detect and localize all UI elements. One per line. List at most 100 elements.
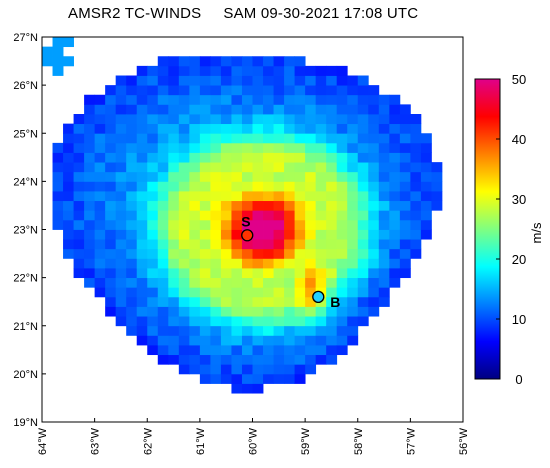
- wind-cell: [52, 171, 64, 182]
- wind-cell: [284, 191, 296, 202]
- wind-cell: [294, 287, 306, 298]
- wind-cell: [263, 373, 274, 384]
- wind-cell: [178, 335, 190, 346]
- wind-cell: [157, 354, 169, 365]
- wind-cell: [305, 306, 317, 317]
- wind-cell: [136, 152, 148, 163]
- wind-cell: [136, 75, 148, 86]
- wind-cell: [252, 65, 264, 76]
- wind-cell: [73, 133, 85, 144]
- wind-cell: [189, 56, 201, 67]
- wind-cell: [84, 268, 96, 279]
- wind-cell: [168, 316, 180, 327]
- wind-cell: [220, 142, 232, 153]
- wind-cell: [178, 345, 190, 356]
- wind-cell: [231, 354, 243, 365]
- wind-cell: [126, 94, 138, 105]
- wind-cell: [220, 325, 232, 336]
- wind-cell: [63, 248, 74, 259]
- wind-cell: [105, 94, 117, 105]
- wind-cell: [336, 200, 348, 211]
- wind-cell: [420, 171, 432, 182]
- wind-cell: [231, 239, 243, 250]
- wind-cell: [210, 114, 222, 125]
- wind-cell: [420, 200, 432, 211]
- wind-cell: [241, 219, 253, 230]
- wind-cell: [284, 306, 296, 317]
- wind-cell: [220, 162, 232, 173]
- wind-cell: [378, 152, 390, 163]
- wind-cell: [157, 94, 169, 105]
- wind-cell: [252, 142, 264, 153]
- wind-cell: [305, 258, 317, 269]
- wind-cell: [231, 171, 243, 182]
- wind-cell: [252, 354, 264, 365]
- wind-cell: [252, 85, 264, 96]
- wind-cell: [368, 133, 380, 144]
- lat-label: 27°N: [13, 32, 38, 44]
- colorbar-tick-label: 20: [512, 252, 526, 267]
- wind-cell: [94, 94, 106, 105]
- wind-cell: [357, 296, 369, 307]
- wind-cell: [147, 210, 159, 221]
- wind-cell: [336, 114, 348, 125]
- wind-cell: [115, 248, 127, 259]
- wind-cell: [252, 181, 264, 192]
- wind-cell: [105, 219, 117, 230]
- wind-cell: [315, 152, 327, 163]
- wind-cell: [147, 85, 159, 96]
- wind-cell: [263, 306, 274, 317]
- wind-cell: [252, 210, 264, 221]
- wind-cell: [263, 133, 274, 144]
- wind-cell: [399, 229, 411, 240]
- wind-cell: [84, 219, 96, 230]
- wind-cell: [220, 114, 232, 125]
- wind-cell: [326, 258, 338, 269]
- wind-cell: [178, 306, 190, 317]
- wind-cell: [389, 94, 401, 105]
- wind-cell: [231, 200, 243, 211]
- wind-cell: [347, 191, 359, 202]
- wind-cell: [178, 181, 190, 192]
- wind-cell: [378, 133, 390, 144]
- wind-cell: [336, 258, 348, 269]
- wind-cell: [168, 114, 180, 125]
- wind-cell: [326, 162, 338, 173]
- wind-cell: [336, 133, 348, 144]
- wind-cell: [252, 219, 264, 230]
- colorbar-tick-label: 10: [512, 312, 526, 327]
- wind-cell: [368, 104, 380, 115]
- wind-cell: [284, 114, 296, 125]
- marker-s-circle: [241, 229, 254, 242]
- wind-cell: [63, 162, 74, 173]
- wind-cell: [136, 94, 148, 105]
- wind-cell: [105, 171, 117, 182]
- wind-cell: [420, 181, 432, 192]
- wind-cell: [220, 181, 232, 192]
- wind-cell: [347, 85, 359, 96]
- wind-cell: [263, 142, 274, 153]
- wind-cell: [368, 123, 380, 134]
- wind-cell: [326, 248, 338, 259]
- wind-cell: [52, 142, 64, 153]
- storm-datetime: SAM 09-30-2021 17:08 UTC: [223, 5, 419, 22]
- wind-cell: [178, 268, 190, 279]
- wind-cell: [84, 142, 96, 153]
- wind-cell: [168, 94, 180, 105]
- wind-cell: [357, 94, 369, 105]
- wind-cell: [399, 181, 411, 192]
- wind-cell: [178, 258, 190, 269]
- wind-cell: [220, 75, 232, 86]
- wind-cell: [231, 219, 243, 230]
- wind-cell: [210, 325, 222, 336]
- wind-cell: [294, 373, 306, 384]
- wind-cell: [126, 123, 138, 134]
- wind-cell: [357, 104, 369, 115]
- wind-cell: [399, 210, 411, 221]
- wind-cell: [147, 335, 159, 346]
- wind-cell: [231, 287, 243, 298]
- wind-cell: [315, 239, 327, 250]
- wind-cell: [231, 210, 243, 221]
- wind-cell: [305, 325, 317, 336]
